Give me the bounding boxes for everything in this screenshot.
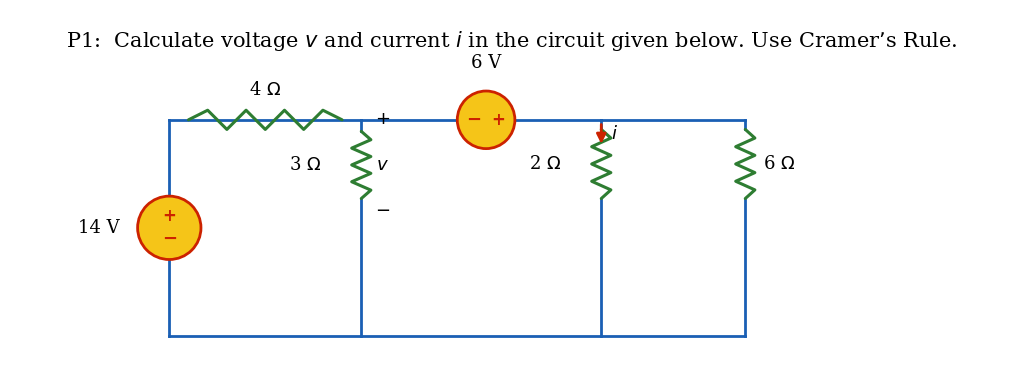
Text: +: + <box>163 207 176 225</box>
Text: 2 $\Omega$: 2 $\Omega$ <box>528 155 561 173</box>
Text: +: + <box>492 111 506 129</box>
Text: P1:  Calculate voltage $v$ and current $i$ in the circuit given below. Use Crame: P1: Calculate voltage $v$ and current $i… <box>67 29 957 53</box>
Circle shape <box>137 196 201 260</box>
Text: −: − <box>466 111 481 129</box>
Text: 6 $\Omega$: 6 $\Omega$ <box>763 155 795 173</box>
Text: $v$: $v$ <box>376 156 388 174</box>
Text: 14 V: 14 V <box>78 219 120 237</box>
Circle shape <box>458 91 515 149</box>
Text: 4 $\Omega$: 4 $\Omega$ <box>249 81 282 99</box>
Text: −: − <box>375 202 390 220</box>
Text: 6 V: 6 V <box>471 54 501 72</box>
Text: $i$: $i$ <box>611 125 617 143</box>
Text: 3 $\Omega$: 3 $\Omega$ <box>289 156 321 174</box>
Text: −: − <box>162 230 177 248</box>
Text: +: + <box>375 110 390 127</box>
